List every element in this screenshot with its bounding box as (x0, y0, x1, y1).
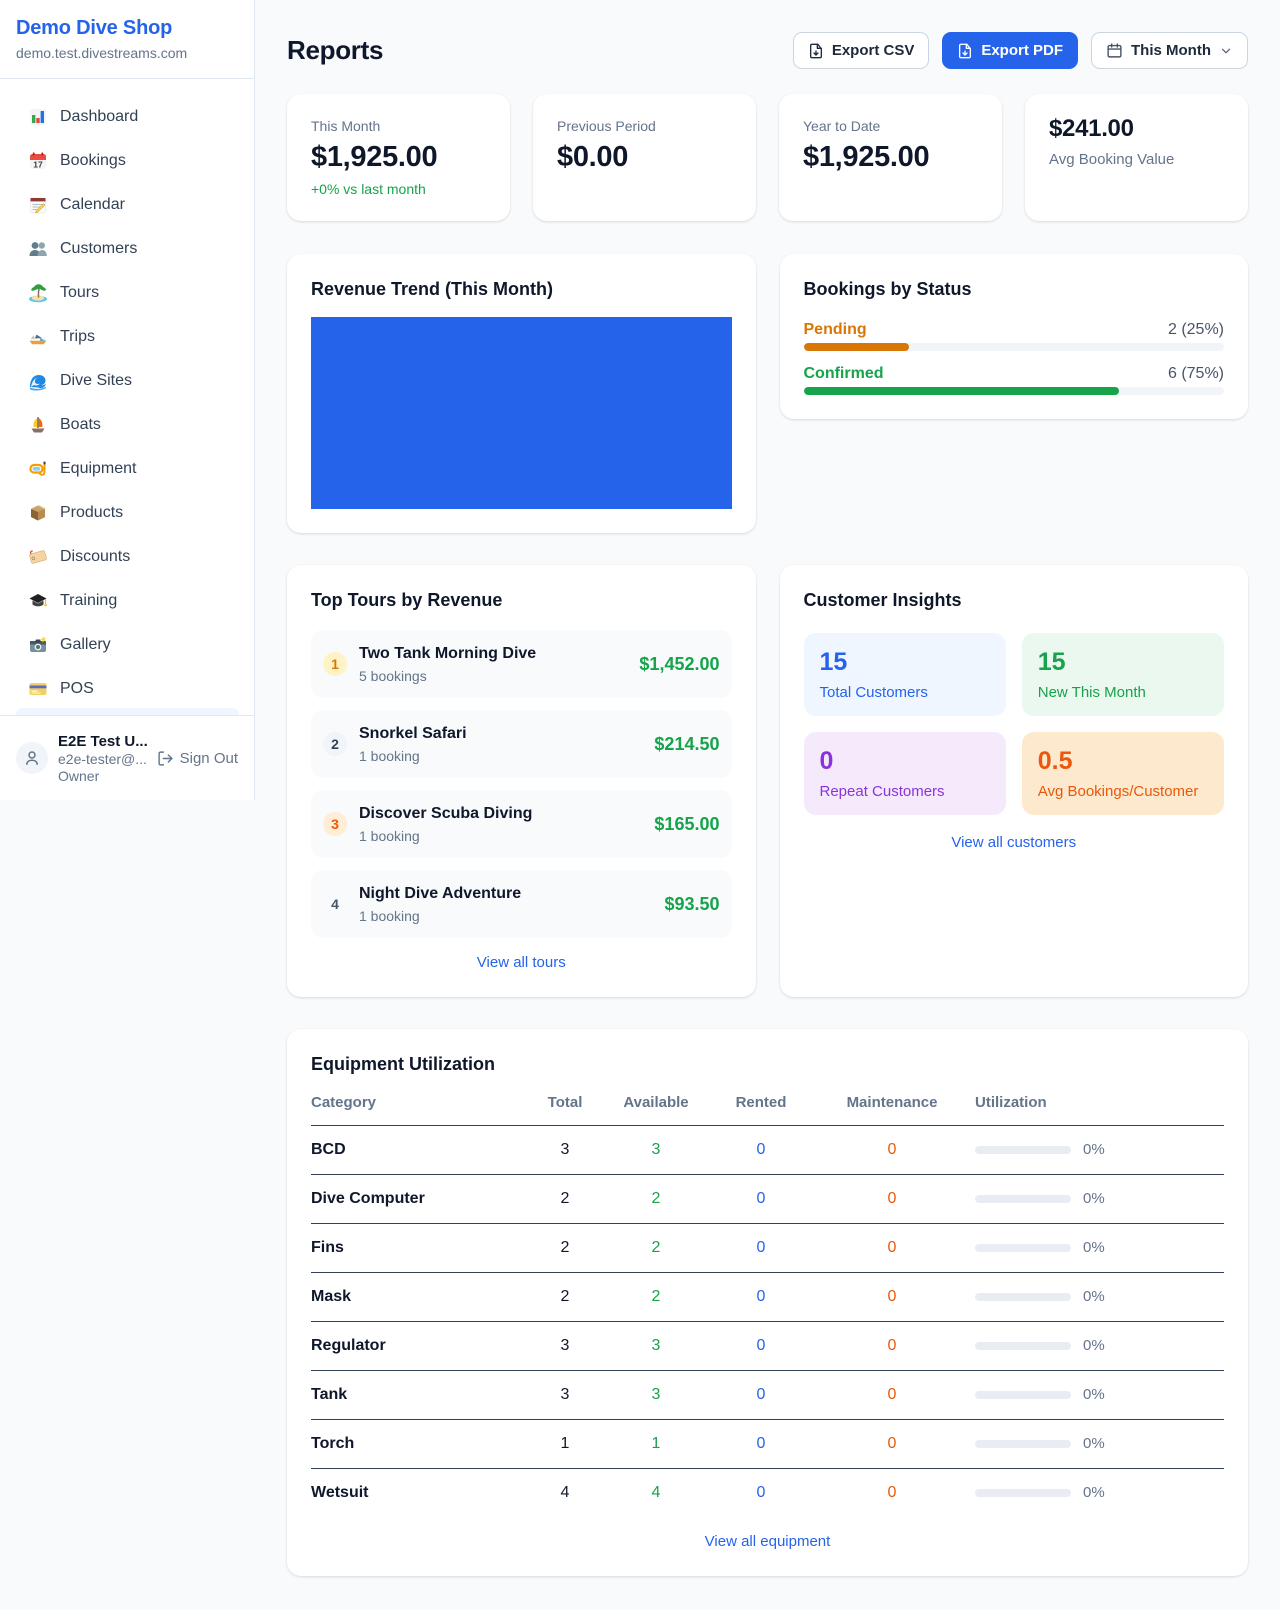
svg-text:17: 17 (33, 160, 43, 170)
